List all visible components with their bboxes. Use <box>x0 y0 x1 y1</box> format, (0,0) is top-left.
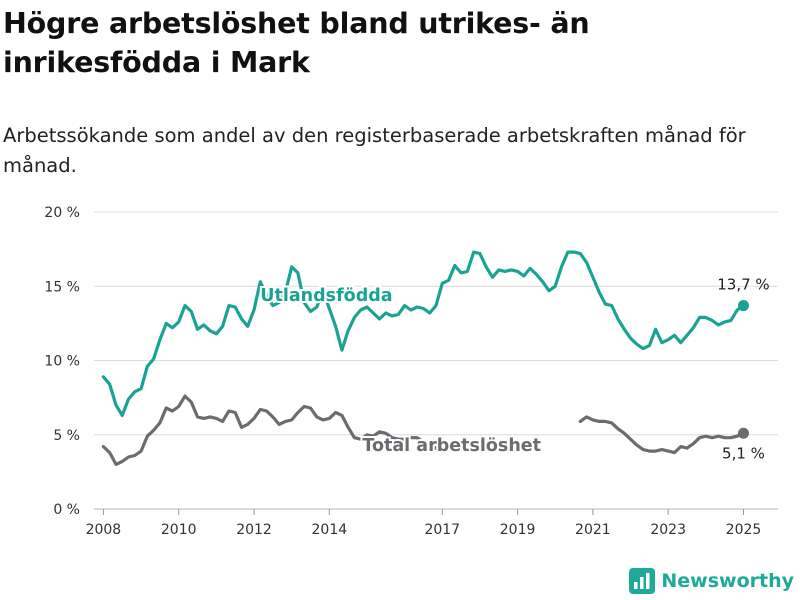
y-tick-label: 0 % <box>53 502 80 518</box>
series-end-value-label: 13,7 % <box>717 276 769 294</box>
series-line <box>101 394 444 466</box>
y-tick-label: 10 % <box>44 354 80 370</box>
x-tick-label: 2012 <box>236 522 272 538</box>
series-labels: 13,7 % Utlandsfödda 5,1 % Total arbetslöshe… <box>258 276 769 463</box>
x-tick-label: 2014 <box>312 522 348 538</box>
x-tick-label: 2017 <box>424 522 460 538</box>
x-axis: 2008 2010 2012 2014 2017 2019 2021 2023 2025 <box>86 509 762 538</box>
series-name-label: Total arbetslöshet <box>362 436 541 456</box>
chart-subtitle: Arbetssökande som andel av den registerb… <box>3 124 746 177</box>
brand-name: Newsworthy <box>661 570 794 592</box>
series-name-label: Utlandsfödda <box>260 286 392 306</box>
series-lines <box>101 250 749 466</box>
y-grid: 0 % 5 % 10 % 15 % 20 % <box>44 205 778 518</box>
series-line <box>578 415 746 455</box>
series-line <box>101 250 746 417</box>
series-end-value-label: 5,1 % <box>722 444 765 462</box>
series-end-point <box>737 427 749 439</box>
x-tick-label: 2025 <box>726 522 762 538</box>
series-end-point <box>737 300 749 312</box>
y-tick-label: 15 % <box>44 279 80 295</box>
y-tick-label: 20 % <box>44 205 80 221</box>
x-tick-label: 2021 <box>575 522 611 538</box>
x-tick-label: 2023 <box>650 522 686 538</box>
x-tick-label: 2008 <box>86 522 122 538</box>
x-tick-label: 2010 <box>161 522 197 538</box>
x-tick-label: 2019 <box>500 522 536 538</box>
newsworthy-logo-icon <box>629 568 656 594</box>
chart-title: Högre arbetslöshet bland utrikes- än inr… <box>3 7 590 79</box>
newsworthy-brand[interactable]: Newsworthy <box>629 568 794 594</box>
y-tick-label: 5 % <box>53 428 80 444</box>
